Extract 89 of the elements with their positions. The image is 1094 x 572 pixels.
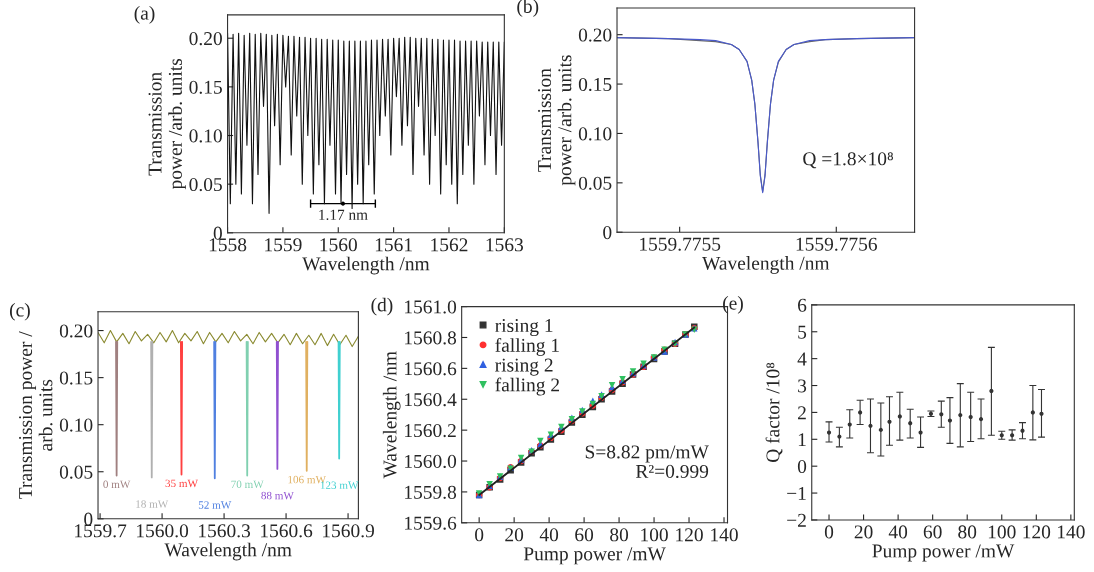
y-tick-label: 3 — [798, 379, 807, 393]
chart-title: (d) — [371, 297, 393, 316]
y-axis-title: Transmission power / arb. units — [19, 331, 53, 499]
y-tick-label: 0 — [603, 226, 612, 240]
x-tick-label: 1560.9 — [323, 524, 374, 538]
annotation: R²=0.999 — [635, 464, 709, 479]
x-tick-label: 1558 — [209, 238, 247, 252]
y-tick-label: 1560.0 — [405, 454, 457, 469]
x-tick-label: 1560.0 — [137, 524, 189, 538]
y-tick-label: 1561.0 — [405, 300, 457, 314]
y-tick-label: 0.10 — [189, 129, 222, 143]
y-axis-title: Transmission power /arb. units — [538, 55, 576, 186]
x-axis-title: Pump power /mW — [872, 544, 1015, 562]
x-tick-label: 40 — [539, 528, 559, 542]
y-tick-label: 0.10 — [578, 127, 612, 141]
x-tick-label: 120 — [676, 528, 703, 542]
y-tick-label: 0 — [797, 460, 807, 474]
x-tick-label: 1563 — [486, 238, 524, 252]
legend-label: rising 1 — [495, 318, 553, 337]
y-tick-label: 0.05 — [578, 176, 612, 190]
x-tick-label: 1560.3 — [199, 524, 251, 538]
y-tick-label: 4 — [797, 352, 807, 366]
series-label: 35 mW — [165, 479, 198, 488]
y-tick-label: 1559.8 — [405, 485, 457, 499]
chart-title: (e) — [723, 296, 743, 314]
y-tick-label: 0.05 — [189, 177, 222, 192]
series-label: 70 mW — [231, 480, 264, 489]
x-tick-label: 100 — [641, 528, 668, 542]
y-tick-label: 1560.4 — [405, 393, 457, 407]
x-tick-label: 80 — [958, 525, 977, 539]
annotation: Q =1.8×10⁸ — [803, 152, 894, 169]
x-tick-label: 120 — [1023, 525, 1051, 539]
x-tick-label: 1562 — [431, 238, 468, 252]
x-tick-label: 40 — [888, 525, 908, 539]
x-tick-label: 0 — [475, 528, 484, 542]
y-tick-label: 0.10 — [59, 418, 93, 432]
y-tick-label: 1559.6 — [405, 516, 457, 530]
x-axis-title: Pump power /mW — [523, 547, 666, 565]
x-tick-label: 80 — [610, 528, 629, 542]
legend-label: falling 2 — [495, 377, 559, 396]
y-tick-label: −1 — [787, 486, 806, 500]
y-axis-title: Wavelength /nm — [382, 351, 401, 479]
x-tick-label: 140 — [711, 528, 738, 542]
x-tick-label: 100 — [988, 525, 1016, 539]
y-tick-label: 0.15 — [59, 371, 93, 385]
text: 88 mW — [261, 491, 294, 500]
x-tick-label: 60 — [923, 525, 942, 539]
x-axis-title: Wavelength /nm — [302, 256, 430, 275]
y-axis-title: Transmission power /arb. units — [148, 58, 186, 190]
chart-title: (b) — [517, 0, 539, 17]
x-tick-label: 20 — [505, 528, 524, 542]
y-tick-label: 0.20 — [189, 32, 222, 46]
y-tick-label: 0.15 — [189, 80, 222, 94]
y-tick-label: 0.20 — [578, 28, 612, 42]
x-tick-label: 1559.7756 — [796, 237, 878, 251]
x-tick-label: 20 — [854, 525, 873, 539]
x-tick-label: 140 — [1057, 525, 1085, 539]
y-tick-label: 0.05 — [59, 465, 93, 479]
y-tick-label: 1 — [798, 433, 806, 447]
y-tick-label: 1560.2 — [405, 423, 456, 438]
x-tick-label: 1561 — [375, 238, 412, 252]
legend-label: falling 1 — [495, 338, 559, 356]
x-axis-title: Wavelength /nm — [164, 542, 292, 561]
x-tick-label: 1560.6 — [261, 524, 313, 538]
annotation: 1.17 nm — [319, 209, 368, 220]
x-axis-title: Wavelength /nm — [702, 256, 830, 274]
x-tick-label: 60 — [575, 528, 594, 542]
x-tick-label: 0 — [824, 525, 834, 539]
y-tick-label: −2 — [787, 513, 806, 527]
legend-label: rising 2 — [495, 358, 553, 376]
y-tick-label: 0.20 — [59, 324, 93, 338]
y-tick-label: 2 — [798, 406, 806, 420]
series-label: 0 mW — [103, 480, 131, 489]
x-tick-label: 1559.7 — [75, 524, 127, 538]
y-tick-label: 5 — [798, 325, 807, 339]
y-tick-label: 0 — [213, 226, 222, 240]
x-tick-label: 1559.7755 — [640, 237, 721, 251]
y-tick-label: 1560.8 — [405, 331, 457, 345]
x-tick-label: 1559 — [265, 238, 302, 252]
text: 52 mW — [198, 501, 232, 509]
chart-title: (c) — [9, 302, 30, 321]
x-tick-label: 1560 — [320, 238, 357, 252]
chart-title: (a) — [134, 6, 155, 24]
y-tick-label: 1560.6 — [405, 362, 457, 376]
y-tick-label: 6 — [798, 298, 807, 312]
y-axis-title: Q factor /10⁸ — [765, 362, 783, 462]
text: 18 mW — [136, 500, 169, 508]
y-tick-label: 0.15 — [578, 77, 612, 92]
annotation: S=8.82 pm/mW — [585, 445, 709, 463]
